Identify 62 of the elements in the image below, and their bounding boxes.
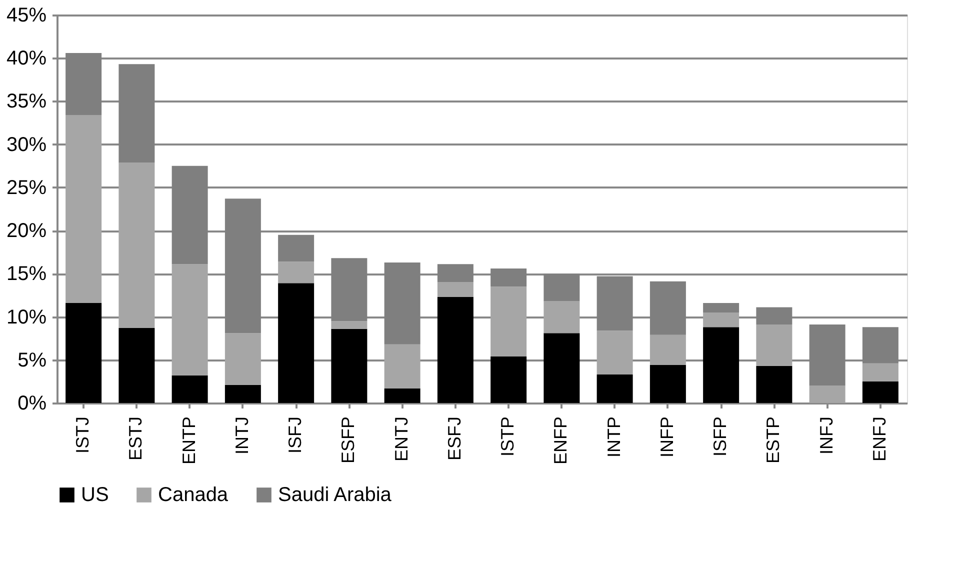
bar [596,374,633,403]
legend-label: Canada [158,484,229,506]
bar [224,333,261,385]
bar [650,365,686,403]
x-tick-label: ESFJ [444,416,464,461]
x-tick-label: ISTP [498,416,518,457]
legend-label: Saudi Arabia [278,484,392,506]
y-tick-label: 30% [6,134,47,156]
y-tick-label: 15% [6,263,47,286]
y-tick-label: 35% [6,90,47,113]
bar [118,328,155,403]
x-tick-label: ESTP [763,416,784,464]
bar [703,327,740,403]
bar [331,321,368,329]
x-tick-label: ENTJ [391,416,412,462]
bar [756,366,792,403]
y-tick-label: 25% [6,176,47,199]
y-tick-label: 40% [6,48,47,70]
bar [862,381,898,403]
bar [118,162,155,328]
bar [703,312,740,328]
bar [278,262,314,284]
bar [650,334,686,366]
bar [172,264,208,376]
x-tick-label: ENFP [550,416,571,465]
x-tick-label: ESFP [338,416,358,464]
bar [172,375,208,403]
bar [756,324,792,366]
x-tick-label: INTP [604,416,624,458]
y-tick-label: 45% [6,4,47,26]
x-tick-label: ISTJ [72,416,93,454]
y-tick-label: 20% [6,220,47,242]
x-tick-label: ENFJ [869,416,890,462]
bar [596,330,633,375]
bar [278,234,314,262]
bar [331,328,368,403]
bar [437,282,474,297]
bar [490,286,527,356]
x-tick-label: ISFJ [285,416,306,454]
x-tick-label: ESTJ [126,416,146,461]
bar [224,384,261,403]
bar [544,301,580,334]
x-tick-label: INFJ [816,416,836,454]
bar [703,302,740,312]
bar [544,333,580,403]
bar [809,386,846,403]
y-tick-label: 5% [18,349,47,372]
legend-label: US [81,484,109,506]
x-tick-label: ENTP [178,416,199,465]
x-tick-label: ISFP [710,416,730,457]
bar [384,388,420,403]
bar [862,363,898,382]
bar [437,296,474,403]
y-tick-label: 10% [6,306,47,328]
bar [384,344,420,388]
y-tick-label: 0% [18,392,47,414]
bar [66,302,102,403]
x-tick-label: INTJ [232,416,252,454]
bar [490,356,527,403]
bar [278,283,314,403]
bar [66,115,102,303]
x-tick-label: INFP [656,416,677,458]
